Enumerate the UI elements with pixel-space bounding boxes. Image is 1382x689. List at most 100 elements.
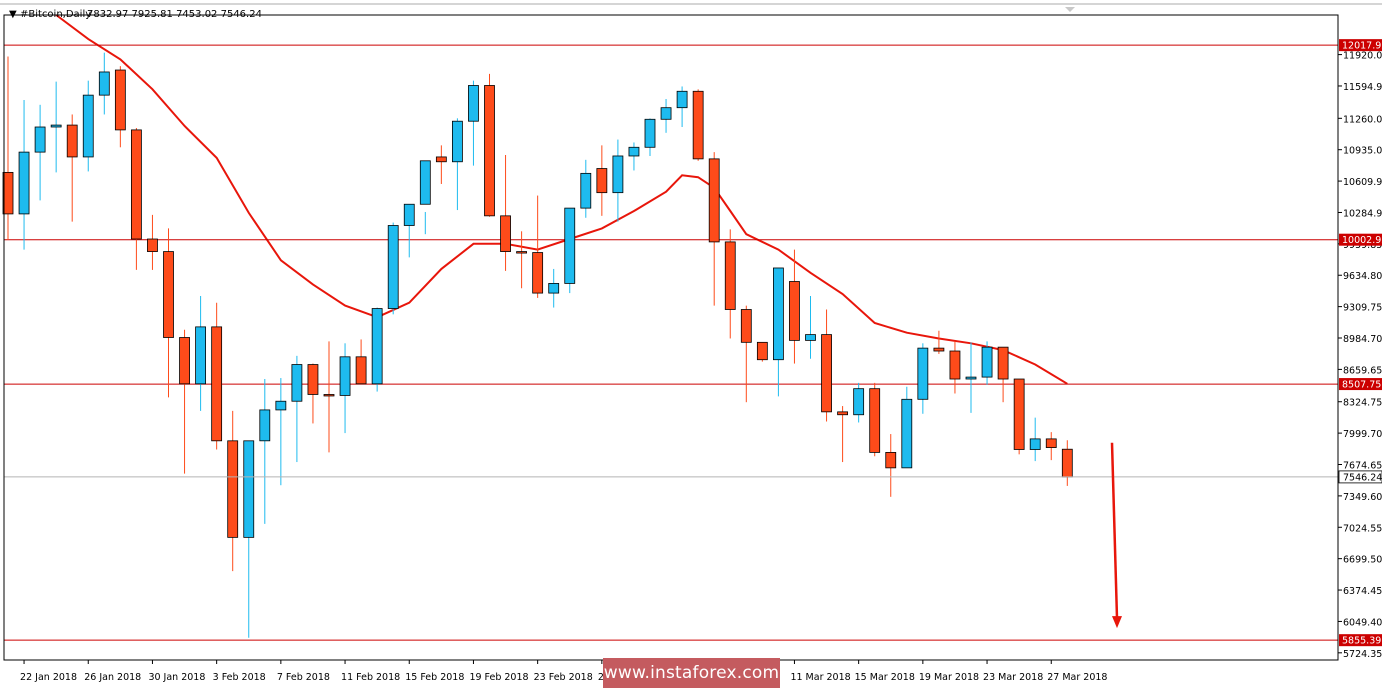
candle [901, 386, 913, 469]
candle-body [885, 452, 897, 469]
level-label: 10002.92 [1342, 235, 1382, 246]
candle [179, 329, 190, 474]
y-tick-label: 9309.75 [1343, 303, 1382, 314]
candle-body [275, 400, 287, 411]
candle [516, 231, 527, 289]
candle-body [933, 347, 945, 352]
candle-body [628, 146, 640, 157]
candle-body [291, 364, 303, 402]
candle-body [917, 347, 929, 400]
x-tick-label: 19 Feb 2018 [469, 672, 528, 683]
candle-body [435, 156, 447, 163]
candle-body [307, 364, 319, 395]
candle-body [676, 90, 688, 109]
level-label: 12017.92 [1342, 41, 1382, 52]
y-tick-label: 7674.65 [1343, 461, 1382, 472]
y-tick-label: 8659.65 [1343, 365, 1382, 376]
candle-body [468, 85, 479, 122]
candle [163, 228, 174, 398]
candle-body [484, 85, 495, 217]
candle-body [243, 440, 255, 538]
y-tick-label: 5724.35 [1343, 649, 1382, 660]
y-tick-label: 10609.95 [1343, 177, 1382, 188]
menu-arrow-icon[interactable]: ▼ [9, 9, 17, 20]
candle [805, 295, 816, 359]
level-label-box [1339, 634, 1382, 647]
x-tick-label: 15 Feb 2018 [405, 672, 464, 683]
candle-body [789, 281, 800, 341]
current-price-label: 7546.24 [1343, 472, 1382, 483]
candle [451, 118, 463, 211]
current-price-box [1338, 470, 1382, 484]
candle [147, 214, 158, 270]
candle-body [259, 409, 271, 442]
y-tick-label: 7349.60 [1343, 492, 1382, 503]
candle [853, 382, 865, 423]
level-label-box [1339, 39, 1382, 52]
candle [756, 341, 768, 362]
candle-body [163, 251, 174, 338]
y-tick-label: 6374.45 [1343, 586, 1382, 597]
candle-body [805, 334, 816, 341]
candle-body [773, 267, 784, 361]
candle-body [901, 398, 913, 469]
candle [435, 145, 447, 184]
candle-body [2, 171, 14, 215]
horizontal-levels [4, 44, 1338, 641]
candle [997, 346, 1009, 403]
moving-average [55, 14, 1068, 385]
y-tick-label: 8324.75 [1343, 398, 1382, 409]
candle-body [548, 283, 560, 294]
candle [676, 86, 688, 128]
candle-body [853, 388, 865, 416]
candle [419, 160, 431, 235]
candle-body [692, 90, 704, 160]
y-axis: 11920.00 11594.95 11260.05 10935.00 10609.95… [1338, 51, 1382, 660]
candle [50, 81, 62, 173]
candle [821, 309, 832, 422]
candle [917, 343, 929, 414]
candle-body [612, 155, 624, 194]
ma-line [55, 14, 1068, 385]
candle-body [981, 346, 993, 378]
scroll-marker-icon [1065, 7, 1075, 12]
y-tick-label: 8984.70 [1343, 334, 1382, 345]
candle [98, 52, 110, 115]
candle [355, 339, 367, 385]
forecast-arrow-shaft [1110, 442, 1119, 619]
candle-body [1061, 448, 1073, 478]
candle [548, 268, 560, 308]
candle [34, 104, 46, 201]
candle [323, 341, 335, 453]
candle-body [98, 71, 110, 96]
candle-body [371, 308, 383, 385]
candle-body [130, 129, 142, 240]
candle [981, 341, 993, 385]
candle [275, 378, 287, 486]
candle [66, 114, 78, 222]
candle [1029, 417, 1041, 462]
candle-body [179, 337, 190, 385]
x-tick-label: 11 Mar 2018 [790, 672, 850, 683]
candle [949, 341, 961, 394]
level-label: 5855.39 [1342, 636, 1381, 647]
candle-body [837, 411, 848, 416]
x-tick-label: 23 Mar 2018 [983, 672, 1043, 683]
candle [484, 73, 495, 217]
y-tick-label: 9634.80 [1343, 271, 1382, 282]
candle [580, 159, 592, 218]
candle [692, 89, 704, 161]
y-tick-label: 10935.00 [1343, 146, 1382, 157]
candle-body [387, 225, 399, 309]
candle [724, 229, 736, 339]
candle-body [211, 326, 223, 442]
x-tick-label: 22 Jan 2018 [20, 672, 77, 683]
candle [1013, 378, 1025, 455]
candle-body [1013, 378, 1025, 450]
candle-body [564, 207, 576, 284]
candle-body [869, 388, 881, 453]
y-tick-label: 7999.70 [1343, 429, 1382, 440]
candle-body [195, 326, 207, 385]
